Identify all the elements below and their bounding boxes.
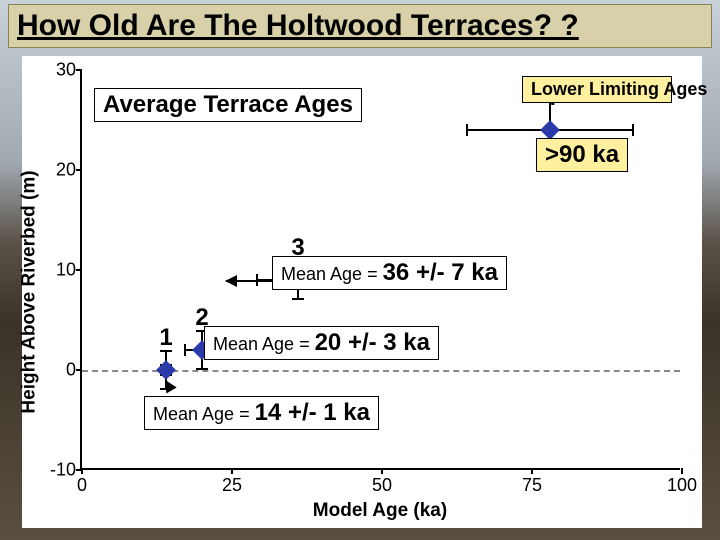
xtick-mark (381, 468, 383, 474)
ytick-label: 10 (36, 260, 76, 281)
data-point (540, 120, 560, 140)
ytick-label: 0 (36, 360, 76, 381)
xtick-label: 0 (77, 475, 87, 496)
xtick-label: 100 (667, 475, 697, 496)
y-axis-label: Height Above Riverbed (m) (18, 56, 42, 528)
annotation-text: Mean Age = (281, 264, 383, 284)
arrow-icon (226, 280, 272, 282)
xtick-label: 25 (222, 475, 242, 496)
annotation-text: >90 ka (545, 141, 619, 168)
annotation-box: Lower Limiting Ages (522, 76, 672, 103)
xtick-label: 50 (372, 475, 392, 496)
annotation-box: Average Terrace Ages (94, 88, 362, 122)
page-title: How Old Are The Holtwood Terraces? ? (8, 4, 712, 48)
annotation-text: Mean Age = (213, 334, 315, 354)
arrow-icon (165, 381, 169, 385)
ytick-label: 20 (36, 160, 76, 181)
annotation-box: >90 ka (536, 138, 628, 172)
annotation-box: Mean Age = 20 +/- 3 ka (204, 326, 439, 360)
xtick-mark (231, 468, 233, 474)
x-axis-label: Model Age (ka) (80, 500, 680, 522)
scatter-plot: -10010203002550751001234Average Terrace … (80, 70, 680, 470)
annotation-text: 36 +/- 7 ka (383, 259, 498, 286)
annotation-box: Mean Age = 14 +/- 1 ka (144, 396, 379, 430)
point-label: 1 (159, 324, 172, 352)
annotation-text: Mean Age = (153, 404, 255, 424)
xtick-label: 75 (522, 475, 542, 496)
xtick-mark (81, 468, 83, 474)
ytick-mark (76, 69, 82, 71)
annotation-text: Average Terrace Ages (103, 91, 353, 118)
ytick-label: 30 (36, 60, 76, 81)
annotation-text: Lower Limiting Ages (531, 79, 707, 99)
ytick-mark (76, 269, 82, 271)
xtick-mark (531, 468, 533, 474)
ytick-label: -10 (36, 460, 76, 481)
annotation-text: 14 +/- 1 ka (255, 399, 370, 426)
ytick-mark (76, 169, 82, 171)
chart-area: Height Above Riverbed (m) Model Age (ka)… (22, 56, 702, 528)
annotation-text: 20 +/- 3 ka (315, 329, 430, 356)
annotation-box: Mean Age = 36 +/- 7 ka (272, 256, 507, 290)
xtick-mark (681, 468, 683, 474)
